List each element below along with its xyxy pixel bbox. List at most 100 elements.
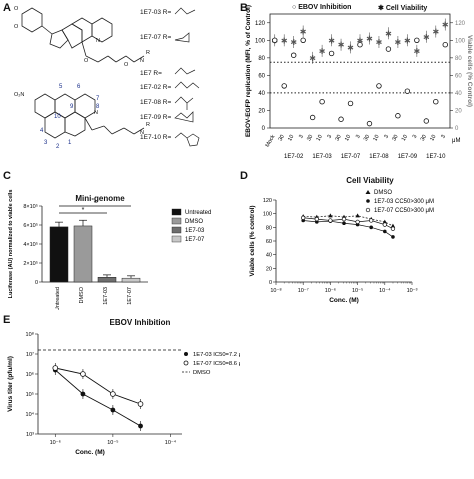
inhibition-point	[366, 120, 373, 127]
series-line	[303, 217, 394, 230]
series-point	[391, 235, 395, 239]
ring-number-1: 1	[68, 140, 72, 146]
group-label: 1E7-09	[398, 154, 418, 160]
viability-point: ✱	[328, 36, 335, 45]
y-axis-label-right: Viable cells (% Control)	[466, 35, 473, 107]
panel-b-letter: B	[240, 2, 248, 14]
legend-marker	[183, 360, 189, 366]
amide-o-label: O	[124, 62, 129, 68]
xtick-label: 1E7-03	[103, 287, 109, 305]
viability-point: ✱	[385, 29, 392, 38]
bar	[49, 226, 69, 283]
ytick-label: 100	[263, 212, 272, 218]
xtick-label: 10⁻⁵	[107, 439, 118, 446]
chart-b: 0 0 20 20 40 40 60 60 80 80 100 100 120 120 Mock ✱ 30 ✱ 10…	[245, 5, 473, 160]
xtick-label: Mock	[265, 134, 277, 149]
ytick-label: 0	[269, 280, 272, 286]
ring-number-10: 10	[54, 114, 61, 120]
series-point	[341, 216, 347, 222]
group-label: 1E7-10	[426, 154, 446, 160]
xtick-label: 10⁻⁷	[298, 287, 309, 294]
amide-r-label: R	[146, 50, 150, 56]
ester-o-label: O	[84, 58, 89, 64]
viability-point: ✱	[413, 47, 420, 56]
viability-point: ✱	[404, 36, 411, 45]
ytick-label-right: 120	[455, 21, 466, 27]
dmso-point	[382, 219, 387, 224]
xtick-label: 10⁻⁸	[270, 287, 281, 294]
inhibition-point	[357, 41, 363, 48]
panel-d-letter: D	[240, 170, 248, 182]
ytick-label: 10⁴	[26, 411, 35, 418]
panel-c-letter: C	[3, 170, 11, 182]
plot-frame	[269, 13, 451, 129]
ytick-label: 4×10⁵	[23, 241, 38, 248]
ytick-label: 10⁷	[26, 351, 34, 358]
series-point	[328, 218, 333, 223]
nitro-label: O₂N	[14, 92, 25, 98]
series-point	[110, 407, 116, 413]
viability-point: ✱	[347, 43, 354, 52]
xtick-label: 3	[327, 134, 334, 140]
ytick-label: 10⁶	[26, 371, 34, 378]
ytick-label: 20	[266, 266, 272, 272]
ytick-label-right: 60	[455, 73, 462, 79]
xtick-label: 3	[383, 134, 390, 140]
legend-marker	[365, 207, 371, 213]
ring-number-4: 4	[40, 128, 44, 134]
xtick-label: 30	[335, 134, 343, 142]
viability-point: ✱	[357, 36, 364, 45]
amide-r-label-2: R	[146, 122, 150, 128]
ytick-label: 6×10⁵	[23, 222, 38, 229]
viability-point: ✱	[300, 28, 307, 37]
quinoline-n-label-2: N	[94, 110, 98, 116]
methoxy-label-2: O	[14, 24, 19, 30]
xtick-label: Untreated	[55, 287, 61, 310]
ytick-label: 120	[263, 198, 272, 204]
bar	[73, 225, 93, 283]
viability-point: ✱	[281, 36, 288, 45]
r-group-1e7-02: 1E7-02 R=	[140, 84, 172, 91]
legend-cell-viability: ✱ Cell Viability	[378, 5, 428, 12]
ytick-label: 40	[266, 253, 272, 259]
legend-swatch	[171, 217, 182, 225]
y-axis-label: Virus titer (pfu/ml)	[7, 356, 14, 412]
group-label: 1E7-03	[312, 154, 332, 160]
ytick-label: 0	[35, 280, 38, 286]
series-point	[369, 218, 374, 223]
ytick-label-left: 100	[255, 38, 266, 44]
ytick-label: 10⁸	[26, 331, 34, 338]
viability-point: ✱	[366, 35, 373, 44]
series-point	[383, 229, 387, 234]
series-line	[303, 220, 394, 238]
x-axis-label: Conc. (M)	[329, 297, 359, 304]
series-point	[342, 221, 346, 226]
ring-number-5: 5	[59, 84, 63, 90]
xtick-label: 30	[306, 134, 314, 142]
r-group-1e7-08: 1E7-08 R=	[140, 99, 172, 106]
viability-point: ✱	[432, 28, 439, 37]
x-axis-label: Conc. (M)	[75, 449, 105, 456]
y-axis-label: Viable cells (% control)	[249, 205, 256, 276]
inhibition-point	[309, 114, 316, 121]
chart-d-title: Cell Viability	[346, 176, 394, 185]
inhibition-point	[300, 37, 306, 44]
series-line	[303, 215, 394, 227]
panel-a-letter: A	[3, 2, 11, 14]
quinoline-n-label: N	[96, 38, 100, 44]
ytick-label-left: 40	[258, 91, 265, 97]
viability-point: ✱	[319, 47, 326, 56]
viability-point: ✱	[338, 41, 345, 50]
legend-marker	[366, 199, 370, 203]
series-point	[80, 371, 86, 377]
viability-point: ✱	[395, 38, 402, 47]
group-label: 1E7-07	[341, 154, 361, 160]
ytick-label: 60	[266, 239, 272, 245]
ytick-label-left: 20	[258, 108, 265, 114]
bar	[121, 277, 141, 283]
amide-nh-label: N	[140, 58, 144, 64]
inhibition-point	[338, 116, 344, 122]
series-line	[54, 369, 141, 427]
legend-marker	[365, 190, 371, 194]
series-line	[55, 367, 141, 405]
